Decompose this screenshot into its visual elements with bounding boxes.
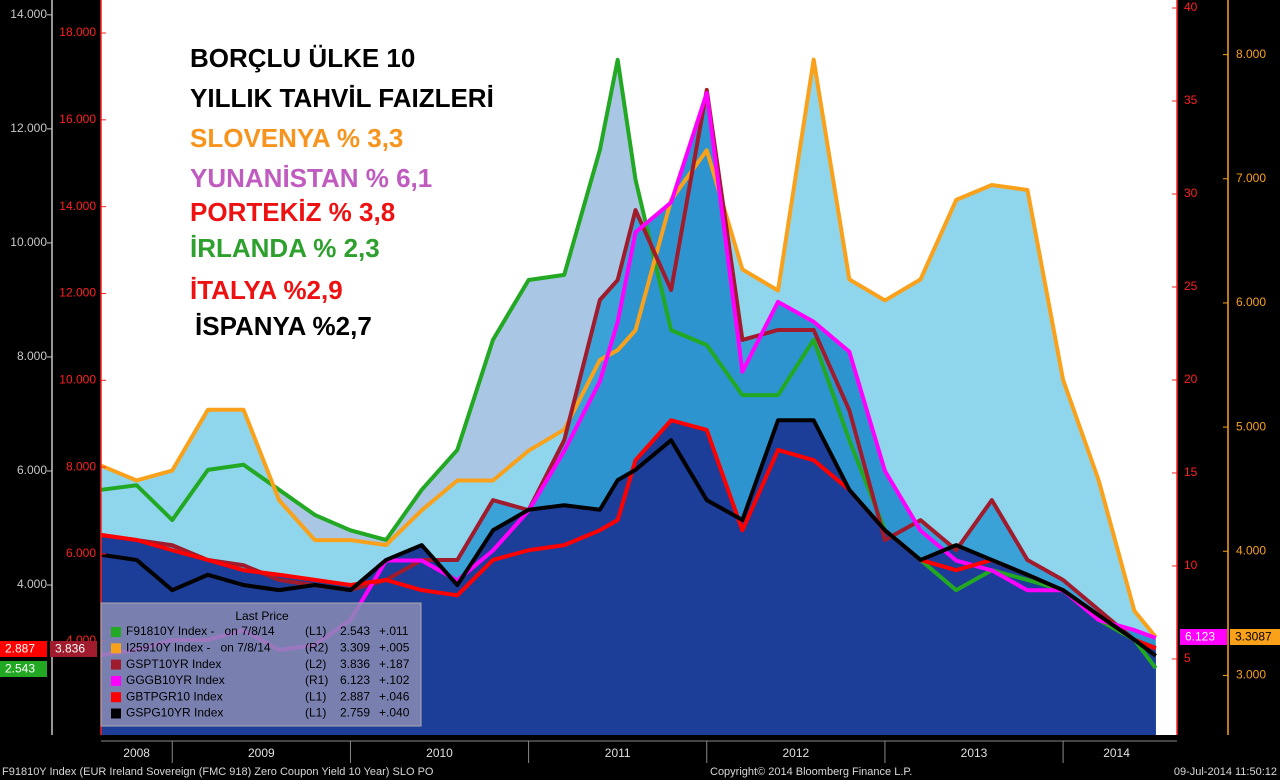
last-value-tag [0, 661, 47, 677]
y-tick-label: 25 [1184, 279, 1198, 293]
legend-name: GSPT10YR Index [126, 657, 221, 671]
annotation: İTALYA %2,9 [190, 275, 343, 305]
y-tick-label: 5 [1184, 651, 1191, 665]
y-tick-label: 3.000 [1236, 668, 1266, 682]
legend-swatch [111, 659, 121, 670]
y-tick-label: 20 [1184, 372, 1198, 386]
y-tick-label: 14.000 [10, 7, 47, 21]
annotation: İSPANYA %2,7 [195, 311, 372, 341]
legend-axis: (L1) [305, 689, 326, 703]
legend-box [100, 602, 422, 727]
legend-name: I25910Y Index - on 7/8/14 [126, 640, 271, 654]
y-tick-label: 4.000 [1236, 543, 1266, 557]
legend-last: 6.123 [340, 673, 370, 687]
legend-name: F91810Y Index - on 7/8/14 [126, 624, 275, 638]
y-tick-label: 8.000 [17, 349, 47, 363]
last-value-label: 2.543 [5, 662, 35, 676]
y-tick-label: 35 [1184, 93, 1198, 107]
legend-change: +.011 [379, 624, 409, 638]
y-tick-label: 8.000 [66, 459, 96, 473]
y-tick-label: 6.000 [1236, 295, 1266, 309]
y-tick-label: 4.000 [17, 577, 47, 591]
y-tick-label: 40 [1184, 0, 1198, 14]
y-tick-label: 7.000 [1236, 171, 1266, 185]
legend-swatch [111, 692, 121, 703]
legend-swatch [111, 643, 121, 654]
x-tick-label: 2011 [605, 746, 631, 760]
annotation: İRLANDA % 2,3 [190, 233, 380, 263]
legend-swatch [111, 675, 121, 686]
series-line [100, 87, 1157, 650]
y-tick-label: 6.000 [66, 546, 96, 560]
legend-last: 3.836 [340, 657, 370, 671]
y-tick-label: 8.000 [1236, 47, 1266, 61]
last-value-tag [1180, 629, 1227, 645]
last-value-label: 3.3087 [1235, 630, 1272, 644]
legend-name: GBTPGR10 Index [126, 689, 223, 703]
y-tick-label: 16.000 [59, 112, 96, 126]
series-line [100, 57, 1158, 639]
annotation: PORTEKİZ % 3,8 [190, 197, 395, 227]
legend-change: +.046 [379, 689, 410, 703]
legend-last: 2.759 [340, 706, 370, 720]
annotation: YILLIK TAHVİL FAIZLERİ [190, 83, 494, 113]
legend-last: 3.309 [340, 640, 370, 654]
y-tick-label: 14.000 [59, 199, 96, 213]
legend-title: Last Price [235, 609, 289, 623]
last-value-tag [0, 641, 47, 657]
legend-name: GGGB10YR Index [126, 673, 225, 687]
x-tick-label: 2014 [1103, 746, 1130, 760]
legend-axis: (R2) [305, 640, 328, 654]
y-tick-label: 6.000 [17, 463, 47, 477]
legend-last: 2.887 [340, 689, 370, 703]
footer-right: 09-Jul-2014 11:50:12 [1174, 766, 1277, 778]
y-tick-label: 12.000 [10, 121, 47, 135]
legend-change: +.040 [379, 706, 410, 720]
x-tick-label: 2010 [426, 746, 453, 760]
last-value-tag [50, 641, 97, 657]
footer-center: Copyright© 2014 Bloomberg Finance L.P. [710, 766, 912, 778]
legend-swatch [111, 708, 121, 719]
legend-axis: (R1) [305, 673, 328, 687]
x-tick-label: 2012 [782, 746, 809, 760]
annotation: BORÇLU ÜLKE 10 [190, 43, 415, 73]
x-tick-label: 2009 [248, 746, 275, 760]
legend-last: 2.543 [340, 624, 370, 638]
last-value-label: 6.123 [1185, 630, 1215, 644]
series-line [100, 57, 1158, 670]
series-line [100, 418, 1157, 658]
legend-axis: (L1) [305, 706, 326, 720]
y-tick-label: 12.000 [59, 286, 96, 300]
y-tick-label: 10.000 [59, 372, 96, 386]
y-tick-label: 10.000 [10, 235, 47, 249]
x-tick-label: 2008 [123, 746, 150, 760]
last-value-tag [1230, 629, 1280, 645]
series-line [100, 418, 1157, 651]
annotation: SLOVENYA % 3,3 [190, 123, 403, 153]
last-value-label: 3.836 [55, 642, 85, 656]
legend-change: +.102 [379, 673, 410, 687]
legend-name: GSPG10YR Index [126, 706, 223, 720]
legend-swatch [111, 627, 121, 637]
y-tick-label: 10 [1184, 558, 1198, 572]
y-tick-label: 30 [1184, 186, 1198, 200]
x-tick-label: 2013 [961, 746, 988, 760]
last-value-label: 2.887 [5, 642, 35, 656]
legend-axis: (L1) [305, 624, 326, 638]
y-tick-label: 15 [1184, 465, 1198, 479]
legend-change: +.005 [379, 640, 410, 654]
legend-change: +.187 [379, 657, 410, 671]
footer-left: F91810Y Index (EUR Ireland Sovereign (FM… [2, 766, 434, 778]
y-tick-label: 18.000 [59, 25, 96, 39]
annotation: YUNANİSTAN % 6,1 [190, 163, 432, 193]
legend-axis: (L2) [305, 657, 326, 671]
y-tick-label: 5.000 [1236, 419, 1266, 433]
